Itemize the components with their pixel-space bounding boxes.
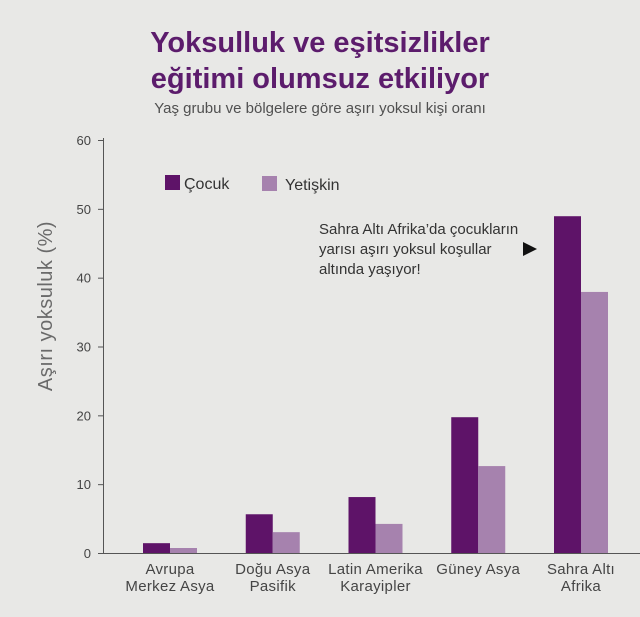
y-tick-label: 50 [77,202,91,217]
bar-series-1-category-2 [375,523,403,554]
bar-series-1-category-1 [272,532,300,554]
y-tick-label: 60 [77,133,91,148]
bar-series-1-category-0 [170,547,197,554]
y-ticks-group: 0 10 20 30 40 50 60 [77,133,104,561]
bar-series-1-category-3 [478,466,506,554]
x-category-label: Latin Amerika Karayipler [328,561,423,595]
bar-series-0-category-2 [348,497,376,554]
x-category-label: Sahra Altı Afrika [546,561,616,595]
legend: Çocuk Yetişkin [165,175,340,194]
legend-swatch-yetiskin [262,176,277,191]
legend-swatch-cocuk [165,175,180,190]
annotation-arrow-icon [523,242,537,256]
y-tick-label: 20 [77,408,91,423]
y-tick-label: 30 [77,340,91,355]
y-tick-label: 0 [84,546,91,561]
chart-title: Yoksulluk ve eşitsizlikler eğitimi olums… [150,27,490,95]
legend-label-yetiskin: Yetişkin [285,177,340,194]
legend-label-cocuk: Çocuk [184,176,230,193]
bar-series-0-category-0 [143,543,170,554]
x-category-label: Avrupa Merkez Asya [125,561,215,595]
y-tick-label: 40 [77,271,91,286]
bar-series-1-category-4 [581,291,608,554]
bar-series-0-category-1 [245,514,273,554]
x-category-label: Doğu Asya Pasifik [235,561,311,595]
bar-series-0-category-4 [554,216,581,554]
chart-subtitle: Yaş grubu ve bölgelere göre aşırı yoksul… [154,100,486,117]
y-tick-label: 10 [77,477,91,492]
x-category-label: Güney Asya [436,561,521,578]
bars-group [143,216,608,554]
annotation-text: Sahra Altı Afrika’da çocukların yarısı a… [319,221,519,278]
bar-series-0-category-3 [451,417,479,554]
y-axis-label: Aşırı yoksuluk (%) [35,221,57,391]
